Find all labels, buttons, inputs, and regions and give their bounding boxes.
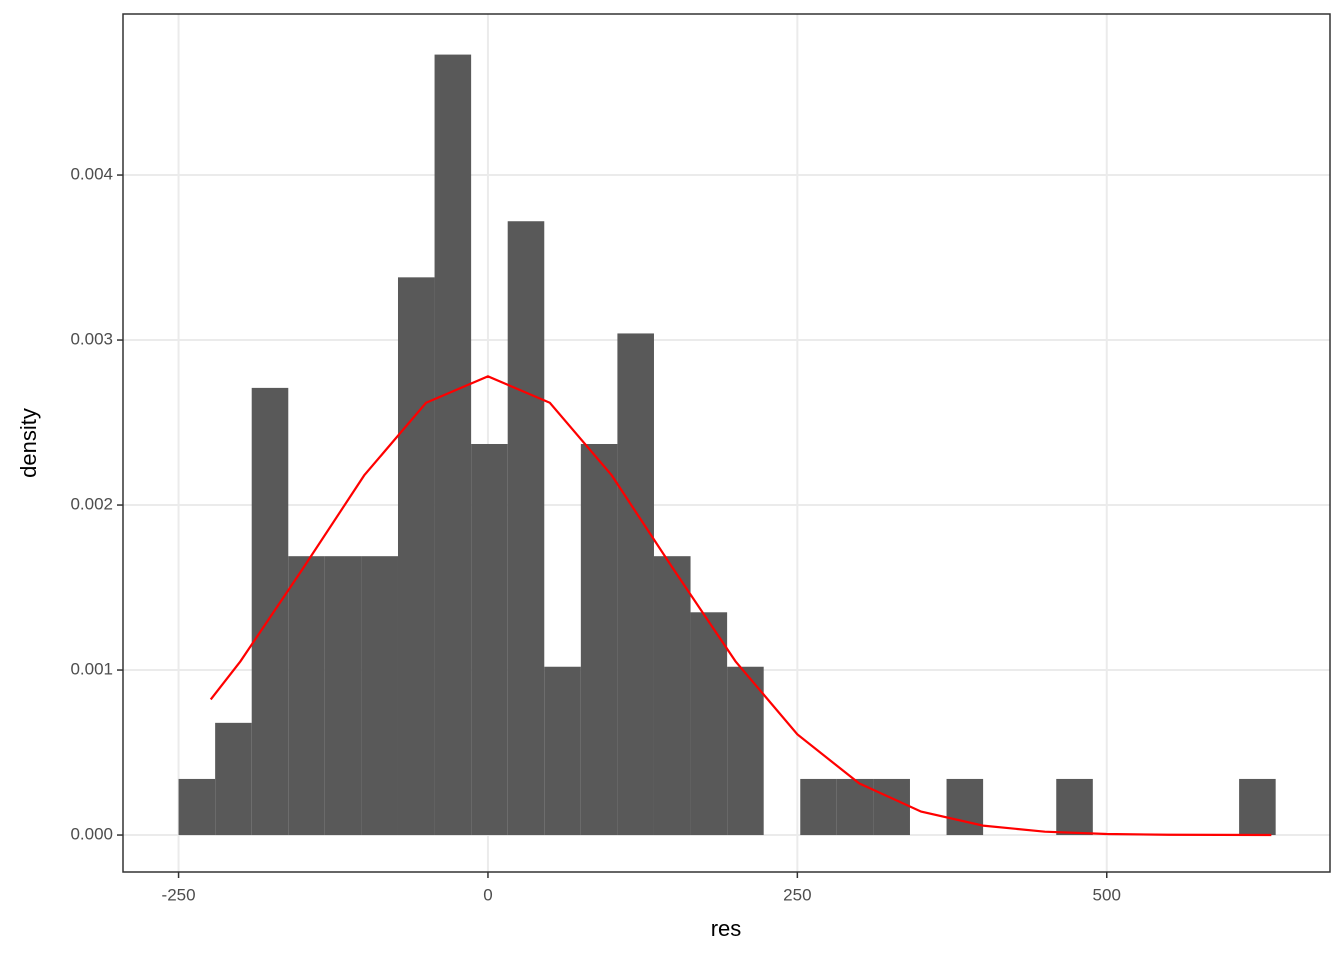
bar (873, 778, 910, 836)
bar (836, 778, 874, 836)
bar (617, 333, 654, 836)
y-tick-label: 0.001 (70, 660, 113, 679)
x-tick-label: 500 (1093, 885, 1121, 904)
bar (690, 612, 728, 836)
density-curve (209, 375, 1272, 837)
bar (946, 778, 984, 836)
y-tick-label: 0.003 (70, 330, 113, 349)
bar (653, 556, 691, 836)
panel-border (122, 13, 1331, 873)
bar (397, 277, 435, 836)
bar (1056, 778, 1093, 836)
bar (434, 54, 472, 836)
y-tick-label: 0.004 (70, 165, 113, 184)
x-tick-label: -250 (162, 885, 196, 904)
x-axis-title: res (711, 916, 742, 941)
bar (288, 556, 325, 836)
bar (507, 221, 545, 836)
bar (215, 722, 252, 836)
x-tick-label: 0 (483, 885, 492, 904)
bar (544, 666, 581, 836)
bar (1239, 778, 1276, 836)
y-axis-title: density (16, 408, 41, 478)
y-tick-label: 0.002 (70, 495, 113, 514)
bar (251, 387, 289, 836)
bar (178, 778, 216, 836)
x-tick-label: 250 (783, 885, 811, 904)
bar (471, 443, 508, 836)
bar (580, 443, 618, 836)
bar (361, 556, 398, 836)
bar (800, 778, 837, 836)
bar (727, 666, 764, 836)
y-tick-label: 0.000 (70, 825, 113, 844)
bar (324, 556, 362, 836)
